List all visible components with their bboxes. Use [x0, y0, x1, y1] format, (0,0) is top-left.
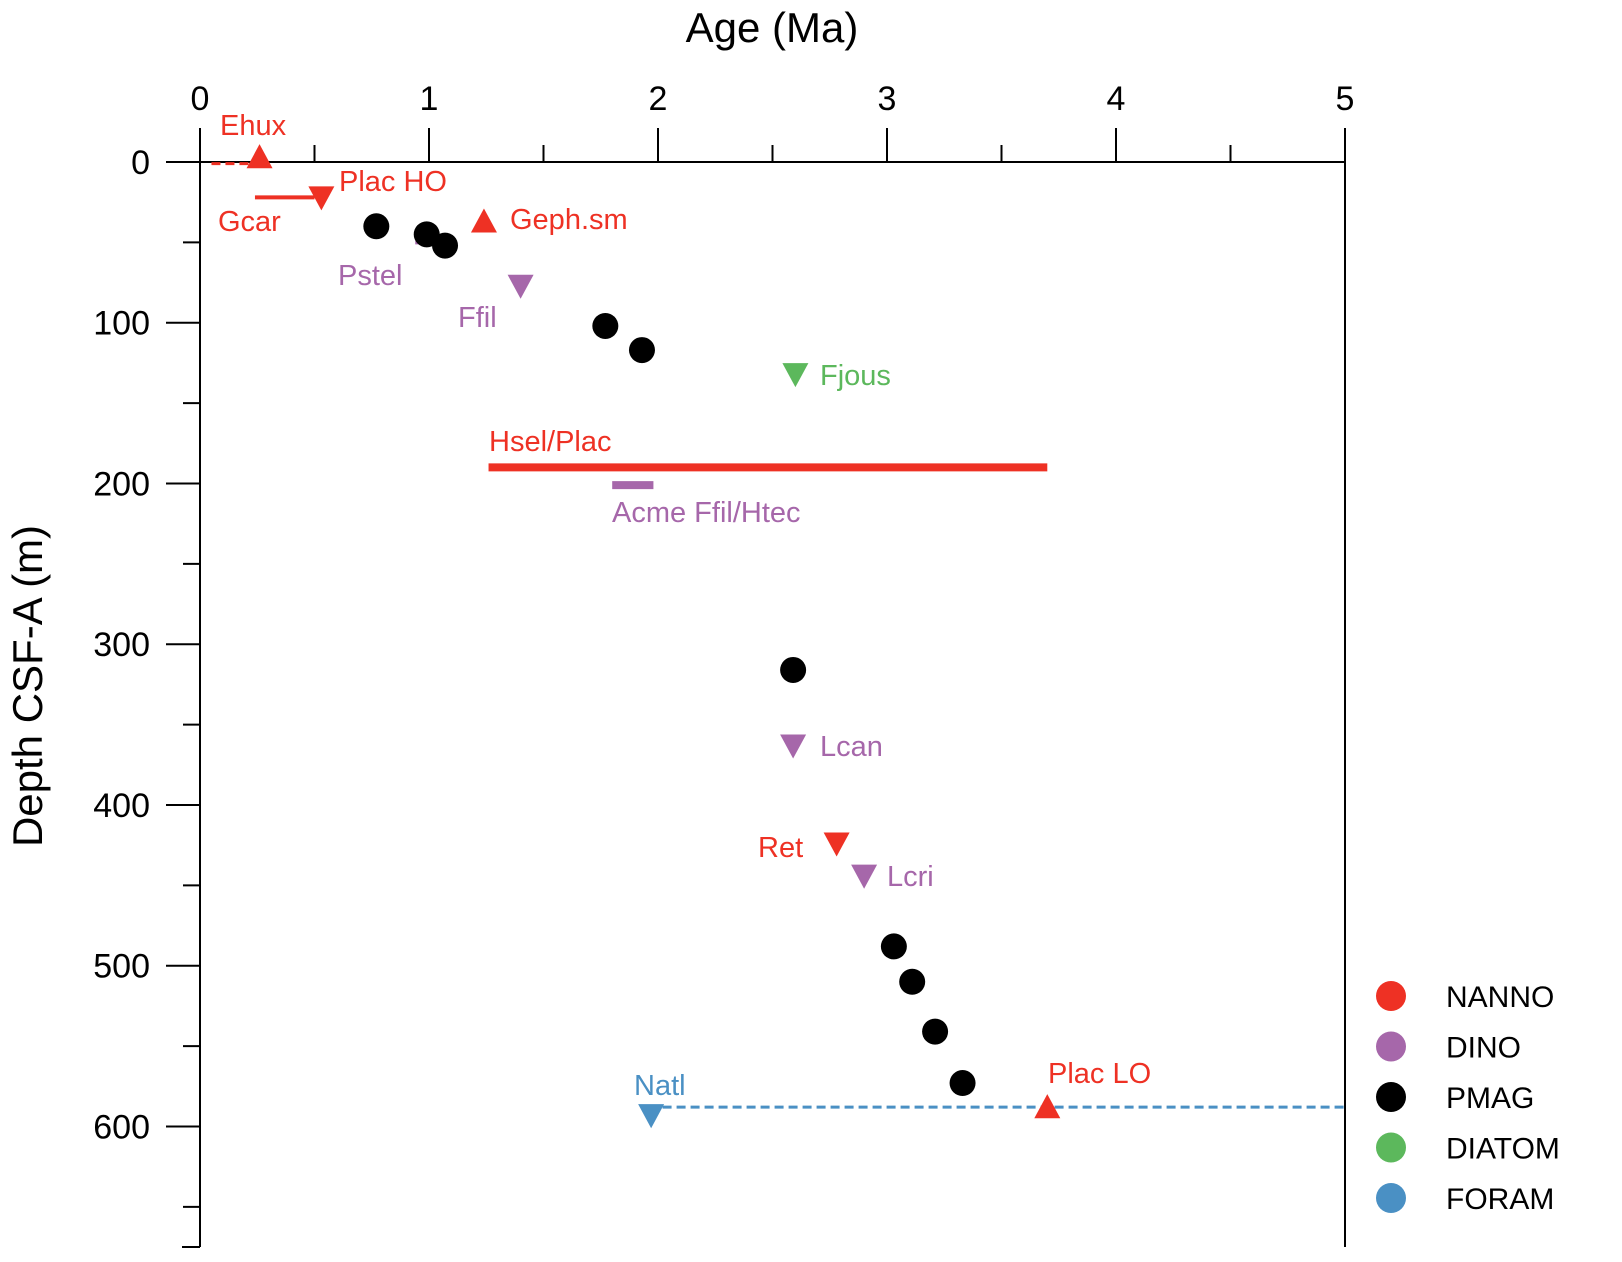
axes: 0 1 2 3 4 5 0 100 200 300 400 500 600: [93, 80, 1355, 1248]
annotation-label: Fjous: [820, 360, 891, 392]
legend-marker-dino: [1376, 1031, 1406, 1062]
legend-label-pmag: PMAG: [1446, 1082, 1534, 1115]
annotation-label: Geph.sm: [510, 204, 628, 236]
triangle-up-nanno: [470, 208, 497, 233]
x-tick-label: 4: [1107, 80, 1126, 118]
data-markers: [246, 144, 1061, 1129]
annotation-label: Plac LO: [1048, 1058, 1151, 1090]
x-axis-title: Age (Ma): [686, 4, 859, 51]
point-pmag: [880, 933, 907, 960]
annotation-label: Acme Ffil/Htec: [612, 497, 801, 529]
legend-marker-foram: [1376, 1183, 1406, 1213]
triangle-down-nanno: [823, 832, 850, 857]
annotation-label: Lcri: [887, 861, 934, 893]
legend-label-foram: FORAM: [1446, 1183, 1554, 1216]
legend-label-nanno: NANNO: [1446, 981, 1554, 1014]
point-pmag: [949, 1070, 976, 1097]
y-tick-label: 500: [93, 948, 150, 986]
annotation-label: Plac HO: [339, 166, 447, 198]
point-pmag: [899, 968, 926, 995]
x-tick-label: 3: [878, 80, 897, 118]
point-pmag: [780, 656, 807, 683]
annotation-label: Hsel/Plac: [489, 426, 612, 458]
point-pmag: [432, 232, 459, 259]
triangle-down-dino: [507, 274, 534, 299]
triangle-up-nanno: [1034, 1094, 1061, 1119]
annotation-label: Natl: [634, 1070, 686, 1102]
triangle-down-diatom: [782, 363, 809, 388]
triangle-up-nanno: [246, 144, 273, 169]
point-pmag: [628, 337, 655, 364]
legend-marker-diatom: [1376, 1132, 1406, 1163]
annotation-label: Lcan: [820, 731, 883, 763]
point-pmag: [592, 312, 619, 339]
point-pmag: [922, 1018, 949, 1045]
x-tick-label: 1: [420, 80, 439, 118]
legend-label-dino: DINO: [1446, 1032, 1521, 1065]
annotation-label: Ehux: [220, 110, 287, 142]
y-tick-label: 400: [93, 787, 150, 825]
y-tick-label: 200: [93, 465, 150, 503]
x-tick-label: 0: [191, 80, 210, 118]
annotation-labels: Ehux Plac HO Gcar Geph.sm Pstel Ffil Fjous Hsel…: [218, 110, 1151, 1102]
legend-marker-nanno: [1376, 981, 1406, 1011]
annotation-label: Ffil: [458, 302, 497, 334]
annotation-label: Ret: [758, 832, 803, 864]
annotation-label: Pstel: [338, 260, 402, 292]
legend-marker-pmag: [1376, 1082, 1406, 1112]
triangle-down-dino: [851, 864, 878, 889]
x-tick-label: 2: [649, 80, 668, 118]
triangle-down-dino: [780, 734, 807, 759]
triangle-down-foram: [638, 1104, 665, 1129]
annotation-label: Gcar: [218, 206, 281, 238]
y-axis-title: Depth CSF-A (m): [4, 525, 51, 847]
triangle-down-nanno: [308, 186, 335, 211]
legend-label-diatom: DIATOM: [1446, 1133, 1560, 1166]
legend: NANNO DINO PMAG DIATOM FORAM: [1376, 981, 1560, 1216]
y-tick-label: 100: [93, 305, 150, 343]
x-tick-label: 5: [1336, 80, 1355, 118]
y-tick-label: 600: [93, 1108, 150, 1146]
range-lines: [211, 162, 1345, 1109]
y-tick-label: 300: [93, 626, 150, 664]
point-pmag: [363, 213, 390, 240]
y-tick-label: 0: [131, 144, 150, 182]
